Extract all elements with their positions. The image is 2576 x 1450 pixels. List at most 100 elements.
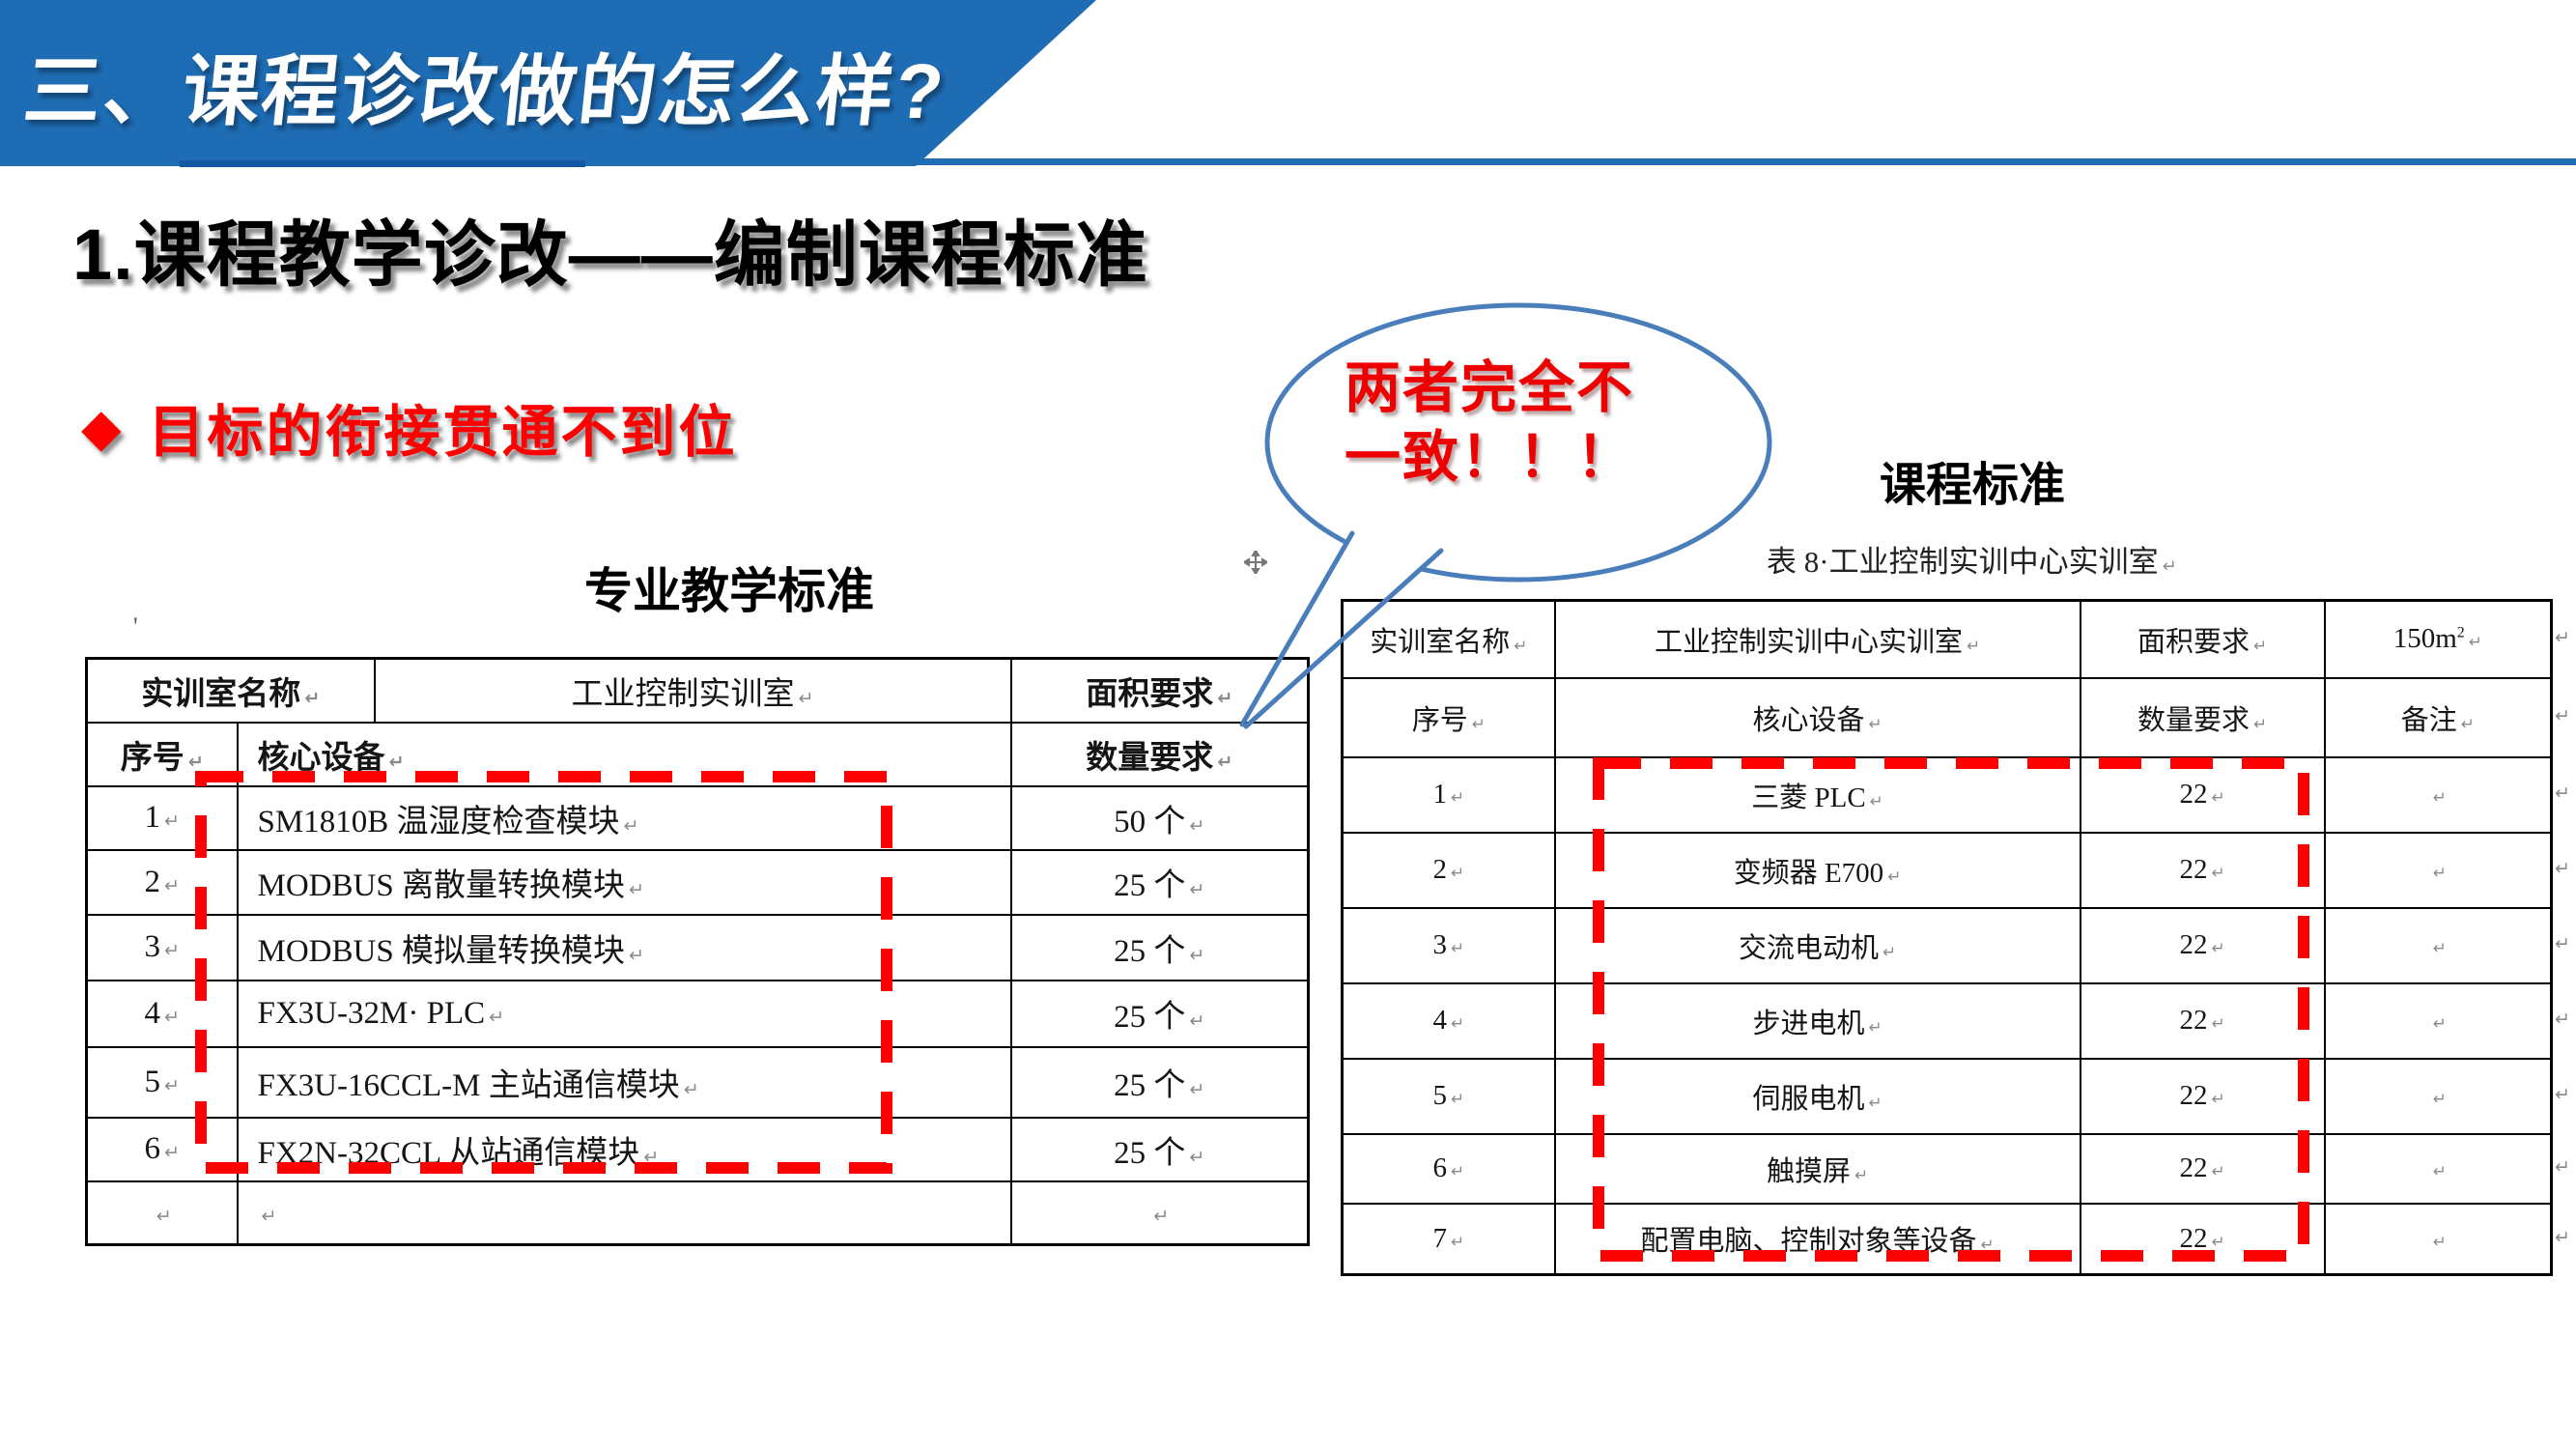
paragraph-mark: ↵ [2432,863,2447,882]
cell-text: 工业控制实训室 [571,676,795,712]
paragraph-mark: ↵ [2432,1089,2447,1108]
left-table-row-8: ↵ ↵ ↵ [85,1180,1310,1246]
right-table: 实训室名称 ↵ 工业控制实训中心实训室 ↵ 面积要求 ↵ 150m2 ↵ 序号 ↵ 核心设备 ↵ 数量要… [1341,599,2553,1276]
left-table-row-7: 6 ↵ FX2N-32CCL 从站通信模块 ↵ 25 个 ↵ [85,1116,1310,1182]
paragraph-mark: ↵ [2460,713,2475,733]
right-table-cell-r3-c3: ↵ [2323,831,2553,909]
cell-text: 22 [2179,1005,2208,1036]
paragraph-mark: ↵ [1189,1009,1205,1032]
paragraph-mark: ↵ [1450,1089,1465,1108]
paragraph-mark: ↵ [2211,1013,2225,1033]
paragraph-mark: ↵ [1980,1235,1995,1255]
right-table-cell-r0-c1: 工业控制实训中心实训室 ↵ [1553,599,2081,679]
paragraph-mark: ↵ [2252,635,2268,655]
paragraph-mark: ↵ [163,939,181,961]
left-table-cell-r2-c2: 50 个 ↵ [1009,784,1310,851]
cell-text: 备注 [2400,704,2457,736]
cell-text: 150m2 [2392,623,2465,655]
right-table-cell-r8-c1: 配置电脑、控制对象等设备 ↵ [1553,1202,2081,1276]
paragraph-mark: ↵ [1189,1078,1205,1100]
right-table-cell-r0-c3: 150m2 ↵ [2323,599,2553,679]
page-title: 1.课程教学诊改——编制课程标准 [72,214,1148,295]
right-table-row-6: 5 ↵ 伺服电机 ↵ 22 ↵ ↵ [1341,1057,2553,1135]
left-table-row-5: 4 ↵ FX3U-32M· PLC ↵ 25 个 ↵ [85,979,1310,1048]
cell-text: 22 [2179,779,2208,810]
left-table-cell-r2-c0: 1 ↵ [85,784,239,851]
left-table-row-1: 序号 ↵ 核心设备 ↵ 数量要求 ↵ [85,721,1310,787]
cell-text: 3 [1432,929,1447,960]
paragraph-mark: ↵ [1854,1164,1869,1184]
cell-text: 面积要求 [1086,676,1214,712]
row-end-paragraph-mark-6: ↵ [2555,1084,2570,1105]
paragraph-mark: ↵ [1450,787,1465,807]
left-table-cell-r3-c1: MODBUS 离散量转换模块 ↵ [236,848,1012,916]
paragraph-mark: ↵ [2252,713,2268,733]
left-table-cell-r1-c0: 序号 ↵ [85,721,239,787]
left-table-cell-r0-c0: 实训室名称 ↵ [85,657,376,724]
row-end-paragraph-mark-2: ↵ [2555,782,2570,804]
right-table-cell-r4-c1: 交流电动机 ↵ [1553,906,2081,984]
right-table-cell-r5-c3: ↵ [2323,981,2553,1060]
table-move-handle-icon [1244,551,1267,574]
paragraph-mark: ↵ [163,873,181,896]
right-table-cell-r2-c2: 22 ↵ [2079,755,2326,834]
paragraph-mark: ↵ [2211,863,2225,882]
left-table-cell-r3-c2: 25 个 ↵ [1009,848,1310,916]
right-table-row-1: 序号 ↵ 核心设备 ↵ 数量要求 ↵ 备注 ↵ [1341,676,2553,758]
right-table-cell-r7-c0: 6 ↵ [1341,1132,1556,1205]
cell-text: 22 [2179,929,2208,960]
cell-text: 25 个 [1114,1135,1186,1171]
right-table-row-4: 3 ↵ 交流电动机 ↵ 22 ↵ ↵ [1341,906,2553,984]
cell-text: 5 [1432,1080,1447,1111]
left-table-cell-r1-c2: 数量要求 ↵ [1009,721,1310,787]
left-table-cell-r0-c2: 面积要求 ↵ [1009,657,1310,724]
cell-text: 4 [144,995,160,1031]
paragraph-mark: ↵ [2211,787,2225,807]
cell-text: 25 个 [1114,1000,1186,1035]
left-table-cell-r8-c2: ↵ [1009,1180,1310,1246]
right-table-cell-r3-c2: 22 ↵ [2079,831,2326,909]
paragraph-mark: ↵ [304,686,321,709]
paragraph-mark: ↵ [2211,1089,2225,1108]
right-table-cell-r7-c2: 22 ↵ [2079,1132,2326,1205]
paragraph-mark: ↵ [163,1005,181,1028]
paragraph-mark: ↵ [1450,1161,1465,1180]
bullet-row: ◆ 目标的衔接贯通不到位 [81,386,738,468]
paragraph-mark: ↵ [1887,866,1902,886]
left-table-cell-r4-c2: 25 个 ↵ [1009,913,1310,981]
paragraph-mark: ↵ [628,878,644,900]
left-table-cell-r2-c1: SM1810B 温湿度检查模块 ↵ [236,784,1012,851]
left-table-cell-r6-c2: 25 个 ↵ [1009,1045,1310,1119]
banner-title: 三、课程诊改做的怎么样? [19,48,949,134]
paragraph-mark: ↵ [798,686,814,709]
cell-text: 25 个 [1114,933,1186,969]
left-table-cell-r0-c1: 工业控制实训室 ↵ [373,657,1012,724]
paragraph-mark: ↵ [2468,632,2482,652]
cell-text: 25 个 [1114,1068,1186,1103]
right-table-cell-r6-c0: 5 ↵ [1341,1057,1556,1135]
left-table-cell-r5-c2: 25 个 ↵ [1009,979,1310,1048]
right-table-cell-r7-c3: ↵ [2323,1132,2553,1205]
paragraph-mark: ↵ [643,1145,660,1168]
paragraph-mark: ↵ [1471,713,1486,733]
left-table-caption: 专业教学标准 [584,564,874,618]
left-table-cell-r7-c0: 6 ↵ [85,1116,239,1182]
paragraph-mark: ↵ [1514,635,1528,655]
right-table-row-5: 4 ↵ 步进电机 ↵ 22 ↵ ↵ [1341,981,2553,1060]
left-table-cell-r7-c1: FX2N-32CCL 从站通信模块 ↵ [236,1116,1012,1182]
callout-line-1: 两者完全不 [1345,356,1635,419]
right-table-cell-r8-c2: 22 ↵ [2079,1202,2326,1276]
paragraph-mark: ↵ [1217,686,1233,709]
cell-text: FX2N-32CCL 从站通信模块 [257,1135,640,1171]
right-table-row-0: 实训室名称 ↵ 工业控制实训中心实训室 ↵ 面积要求 ↵ 150m2 ↵ [1341,599,2553,679]
paragraph-mark: ↵ [1450,938,1465,957]
right-table-cell-r2-c1: 三菱 PLC ↵ [1553,755,2081,834]
paragraph-mark: ↵ [2432,938,2447,957]
cell-text: FX3U-16CCL-M 主站通信模块 [257,1068,680,1103]
left-table-cell-r5-c0: 4 ↵ [85,979,239,1048]
cell-text: 步进电机 [1752,1008,1865,1039]
cell-text: 2 [144,864,160,899]
paragraph-mark: ↵ [489,1005,505,1028]
paragraph-mark: ↵ [1153,1204,1170,1227]
